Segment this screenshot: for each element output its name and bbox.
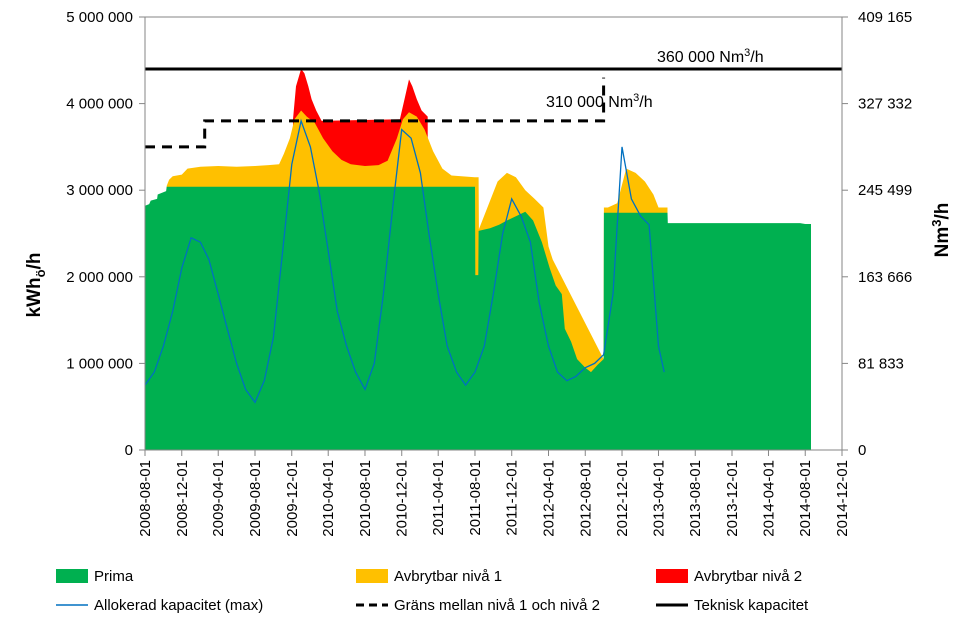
x-tick-label: 2012-12-01 <box>614 460 631 537</box>
y-right-tick-label: 327 332 <box>858 96 912 113</box>
y-left-tick-label: 0 <box>125 442 133 459</box>
x-tick-label: 2010-08-01 <box>357 460 374 537</box>
x-tick-label: 2013-12-01 <box>724 460 741 537</box>
legend-swatch-prima <box>56 569 88 583</box>
annotation-grans-niva: 310 000 Nm3/h <box>546 92 653 111</box>
x-tick-label: 2014-12-01 <box>834 460 851 537</box>
y-right-tick-label: 245 499 <box>858 182 912 199</box>
legend-swatch-avbrytbar-niv-1 <box>356 569 388 583</box>
axes-group: 0 1 000 000 2 000 000 3 000 000 4 000 000 5 0… <box>66 9 912 537</box>
y-left-tick-label: 1 000 000 <box>66 355 133 372</box>
y-right-tick-label: 409 165 <box>858 9 912 26</box>
y-right-tick-label: 81 833 <box>858 355 904 372</box>
x-tick-label: 2010-12-01 <box>394 460 411 537</box>
x-tick-label: 2014-08-01 <box>797 460 814 537</box>
x-tick-label: 2010-04-01 <box>320 460 337 537</box>
annotation-teknisk-kapacitet: 360 000 Nm3/h <box>657 47 764 66</box>
plot-frame <box>144 16 843 451</box>
legend-label-avbrytbar-niv-2: Avbrytbar nivå 2 <box>694 568 802 585</box>
line-allokerad-kapacitet-max- <box>145 118 665 404</box>
series-line-group <box>145 67 842 404</box>
y-left-tick-label: 3 000 000 <box>66 182 133 199</box>
y-right-tick-label: 163 666 <box>858 269 912 286</box>
legend-label-prima: Prima <box>94 568 134 585</box>
y-right-tick-label: 0 <box>858 442 866 459</box>
y-left-tick-label: 2 000 000 <box>66 269 133 286</box>
x-tick-label: 2011-12-01 <box>504 460 521 536</box>
y-axis-left-title: kWhö/h <box>24 253 48 318</box>
x-tick-label: 2009-08-01 <box>247 460 264 537</box>
area-prima <box>145 186 811 450</box>
x-tick-label: 2008-12-01 <box>174 460 191 537</box>
x-tick-label: 2012-04-01 <box>541 460 558 537</box>
y-left-tick-label: 4 000 000 <box>66 96 133 113</box>
series-area-group <box>145 69 811 450</box>
legend-swatch-avbrytbar-niv-2 <box>656 569 688 583</box>
y-left-tick-label: 5 000 000 <box>66 9 133 26</box>
legend-label-avbrytbar-niv-1: Avbrytbar nivå 1 <box>394 568 502 585</box>
legend-label-allokerad-kapacitet-max-: Allokerad kapacitet (max) <box>94 597 263 614</box>
x-tick-label: 2008-08-01 <box>137 460 154 537</box>
y-axis-right-title: Nm3/h <box>929 203 953 258</box>
x-tick-label: 2009-04-01 <box>210 460 227 537</box>
x-tick-label: 2013-04-01 <box>651 460 668 537</box>
x-tick-label: 2009-12-01 <box>284 460 301 537</box>
x-tick-label: 2014-04-01 <box>761 460 778 537</box>
x-tick-label: 2012-08-01 <box>577 460 594 537</box>
x-tick-label: 2011-04-01 <box>430 460 447 536</box>
x-tick-label: 2013-08-01 <box>687 460 704 537</box>
legend-label-gr-ns-mellan-niv-1-och-niv-2: Gräns mellan nivå 1 och nivå 2 <box>394 597 600 614</box>
x-tick-label: 2011-08-01 <box>467 460 484 536</box>
line-gr-ns-mellan-niv-1-och-niv-2 <box>145 77 606 149</box>
legend-label-teknisk-kapacitet: Teknisk kapacitet <box>694 597 809 614</box>
legend: Prima Avbrytbar nivå 1 Avbrytbar nivå 2 All… <box>56 568 809 614</box>
